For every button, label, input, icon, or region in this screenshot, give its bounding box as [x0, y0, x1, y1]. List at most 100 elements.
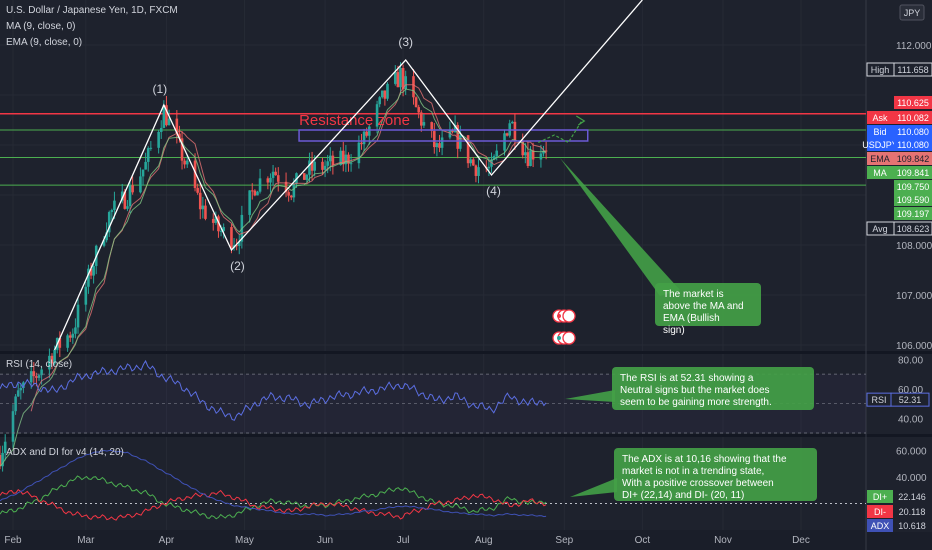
- adx-callout: The ADX is at 10,16 showing that the mark…: [570, 448, 817, 501]
- candle-body: [193, 160, 197, 188]
- candle-body: [159, 127, 163, 132]
- candle-body: [472, 159, 475, 166]
- candle: [204, 199, 207, 221]
- candle-body: [196, 187, 199, 193]
- candle-body: [287, 192, 290, 196]
- candle-body: [430, 122, 433, 131]
- candle: [378, 96, 381, 108]
- candle-body: [539, 153, 543, 160]
- candle: [196, 183, 199, 195]
- candle: [274, 167, 277, 176]
- candle: [211, 213, 215, 231]
- currency-badge-box: [899, 4, 925, 21]
- series-diminus: [0, 489, 547, 521]
- price-tag-value: 110.625: [897, 98, 929, 108]
- candle-body: [146, 148, 150, 162]
- price-tag-name: Avg: [872, 224, 887, 234]
- candle-body: [414, 97, 418, 108]
- candle: [230, 224, 233, 254]
- candle-body: [183, 160, 186, 165]
- candle-body: [14, 396, 17, 412]
- candle: [128, 180, 132, 214]
- time-tick: Mar: [77, 535, 95, 546]
- price-tag-value: 109.842: [897, 154, 930, 164]
- price-tick: 107.000: [896, 291, 932, 302]
- candle-body: [412, 76, 415, 98]
- candle-body: [68, 335, 72, 338]
- candle: [321, 157, 324, 175]
- wave-label-4: (4): [486, 184, 501, 198]
- price-tag-value: 109.590: [897, 195, 930, 205]
- price-tag: Bid 110.080: [867, 125, 932, 138]
- rsi-callout-text: The RSI is at 52.31 showing a Neutral sig…: [620, 373, 772, 408]
- price-tag-value: 110.080: [897, 127, 929, 137]
- candle: [92, 262, 95, 284]
- candle-body: [453, 124, 457, 133]
- candle-body: [271, 171, 275, 178]
- price-tag-name: MA: [873, 168, 887, 178]
- candle-body: [120, 191, 124, 201]
- candle: [248, 190, 251, 223]
- alert-icons[interactable]: [552, 309, 576, 345]
- candle-body: [217, 216, 220, 232]
- candle-body: [22, 382, 25, 389]
- symbol-title[interactable]: U.S. Dollar / Japanese Yen, 1D, FXCM: [6, 5, 178, 16]
- candle-body: [141, 169, 145, 177]
- price-tag-value-box: [894, 111, 932, 124]
- candle: [433, 122, 436, 154]
- candle: [58, 331, 62, 358]
- candle-body: [139, 176, 142, 193]
- candle: [414, 96, 418, 108]
- candle: [417, 104, 420, 119]
- candle-body: [222, 227, 225, 231]
- candle-body: [32, 371, 36, 377]
- candle-body: [0, 455, 2, 467]
- candle-body: [357, 142, 361, 164]
- candle: [32, 362, 36, 386]
- price-tag-value: 109.750: [897, 182, 930, 192]
- projection-arrows: [538, 115, 586, 144]
- candle: [120, 183, 124, 204]
- candle-body: [433, 130, 436, 148]
- price-tag-name: EMA: [870, 154, 890, 164]
- currency-badge[interactable]: JPY: [899, 4, 925, 21]
- candle-body: [230, 227, 233, 248]
- candlestick-series: [0, 62, 548, 472]
- candle-body: [107, 212, 111, 233]
- alert-icon-pair: [552, 331, 576, 345]
- candle-body: [331, 155, 335, 165]
- price-tag-name-box: [867, 111, 894, 124]
- candle-body: [378, 97, 381, 105]
- price-tag-value-box: [894, 96, 932, 109]
- candle-body: [438, 143, 441, 148]
- candle: [110, 208, 114, 222]
- time-axis-bg: [0, 530, 932, 550]
- candle-body: [328, 155, 332, 162]
- price-tag: USDJPY 110.080: [862, 138, 932, 151]
- candle: [271, 165, 275, 186]
- candle-body: [401, 67, 405, 90]
- candle-body: [149, 147, 153, 149]
- candle: [469, 157, 473, 167]
- adx-tag-name-box: [867, 505, 893, 518]
- candle-body: [29, 371, 33, 383]
- candle: [412, 69, 415, 105]
- candle-body: [53, 349, 56, 364]
- price-tag-value: 110.082: [897, 113, 929, 123]
- candle: [341, 141, 345, 172]
- rsi-title[interactable]: RSI (14, close): [6, 359, 72, 370]
- candle-body: [167, 118, 171, 126]
- candle-body: [48, 355, 51, 370]
- time-tick: Nov: [714, 535, 732, 546]
- adx-title[interactable]: ADX and DI for v4 (14, 20): [6, 447, 124, 458]
- adx-tag-value-box: [893, 490, 932, 503]
- ma-indicator-label[interactable]: MA (9, close, 0): [6, 21, 75, 32]
- ema-indicator-label[interactable]: EMA (9, close, 0): [6, 37, 82, 48]
- candle-body: [144, 161, 147, 170]
- candle-body: [466, 135, 470, 164]
- price-tag-value-box: [893, 221, 932, 236]
- rsi-tick: 60.00: [898, 385, 923, 396]
- candle-body: [204, 205, 207, 219]
- candle-body: [362, 131, 366, 145]
- candle-body: [310, 160, 314, 171]
